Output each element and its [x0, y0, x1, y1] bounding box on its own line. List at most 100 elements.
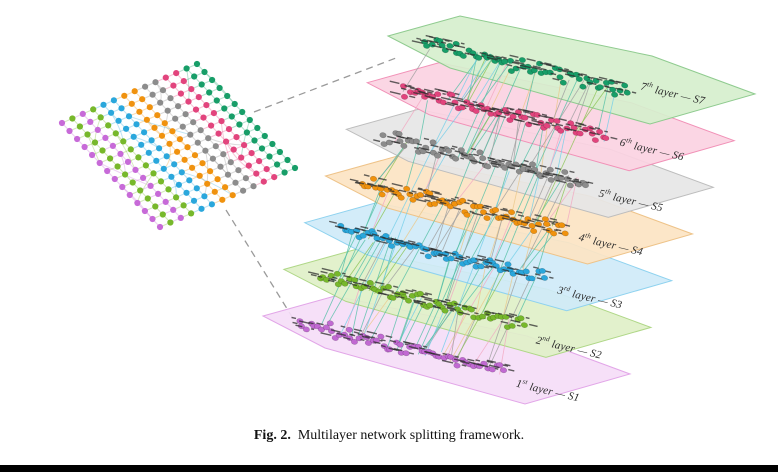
node-id-mark — [413, 301, 424, 305]
node-id-mark — [562, 70, 569, 73]
layer-node — [366, 279, 374, 286]
interlayer-link — [461, 59, 492, 102]
interlayer-link — [444, 214, 479, 308]
interlayer-link — [466, 59, 485, 101]
flat-network-node — [133, 121, 140, 128]
node-id-mark — [506, 107, 515, 111]
flat-network-edge — [128, 115, 191, 136]
interlayer-link — [431, 209, 462, 257]
layer-node — [559, 79, 567, 86]
flat-network-node — [230, 146, 237, 153]
node-id-mark — [430, 352, 441, 357]
node-id-mark — [610, 136, 618, 140]
layer-node — [538, 268, 546, 274]
node-id-mark — [342, 272, 346, 275]
node-id-mark — [393, 348, 403, 352]
node-id-mark — [512, 218, 521, 222]
layer-node — [364, 340, 372, 346]
interlayer-link — [337, 232, 353, 285]
node-id-mark — [446, 307, 457, 311]
layer-node — [341, 280, 349, 287]
flat-network-node — [256, 158, 263, 165]
flat-network-node — [200, 114, 207, 121]
node-id-mark — [327, 279, 335, 283]
flat-network-node — [146, 104, 153, 111]
flat-network-node — [102, 134, 109, 141]
node-id-mark — [498, 159, 505, 163]
node-id-mark — [407, 240, 416, 244]
layer-node — [479, 155, 487, 162]
layer-node — [384, 283, 393, 290]
node-id-mark — [517, 214, 525, 218]
node-id-mark — [473, 153, 479, 157]
node-id-mark — [566, 177, 572, 180]
interlayer-link — [361, 288, 385, 334]
flat-network-node — [162, 198, 169, 205]
layer-node — [579, 83, 587, 90]
interlayer-link — [340, 239, 366, 278]
node-id-mark — [609, 79, 621, 84]
layer-node — [467, 306, 475, 313]
layer-node — [359, 232, 367, 239]
flat-network-node — [223, 138, 230, 145]
node-id-mark — [364, 284, 372, 288]
node-id-mark — [299, 320, 310, 325]
interlayer-link — [445, 260, 459, 302]
node-id-mark — [444, 298, 451, 302]
layer-ordinal-suffix: th — [646, 80, 654, 90]
layer-node — [416, 192, 425, 198]
flat-network-node — [141, 207, 148, 215]
node-id-mark — [542, 172, 554, 177]
interlayer-link — [520, 225, 535, 277]
interlayer-link — [488, 111, 502, 167]
flat-network-node — [191, 152, 199, 159]
node-id-mark — [382, 236, 394, 241]
node-id-mark — [445, 102, 455, 107]
node-id-mark — [419, 252, 425, 255]
flat-network-node — [99, 147, 106, 154]
node-id-mark — [459, 152, 464, 155]
node-id-mark — [363, 174, 370, 177]
node-id-mark — [366, 233, 374, 237]
interlayer-link — [534, 180, 554, 222]
layer-node — [452, 155, 460, 162]
flat-network-node — [142, 162, 149, 169]
node-id-mark — [349, 178, 359, 182]
flat-network-node — [240, 187, 247, 194]
layer-node — [396, 341, 404, 348]
flat-network-node — [167, 219, 174, 226]
node-id-mark — [440, 41, 447, 44]
flat-network-node — [179, 123, 186, 130]
interlayer-link — [350, 282, 364, 339]
node-id-mark — [533, 266, 539, 269]
flat-network-node — [193, 185, 200, 192]
node-id-mark — [442, 38, 453, 42]
layer-node — [333, 270, 341, 277]
node-id-mark — [553, 220, 558, 224]
node-id-mark — [514, 272, 526, 277]
layer-node — [453, 362, 461, 369]
layer-ordinal-suffix: th — [625, 135, 634, 146]
node-id-mark — [534, 273, 541, 276]
node-id-mark — [411, 40, 423, 44]
node-id-mark — [347, 281, 353, 285]
node-id-mark — [454, 257, 464, 261]
layer-node — [566, 182, 574, 189]
layer-ordinal-suffix: st — [521, 377, 529, 387]
interlayer-link — [473, 61, 501, 105]
node-id-mark — [430, 197, 443, 202]
interlayer-link — [467, 264, 497, 314]
node-id-mark — [534, 214, 542, 218]
layer-node — [596, 84, 604, 90]
flat-network-node — [206, 89, 213, 96]
interlayer-link — [399, 305, 424, 352]
node-id-mark — [500, 208, 509, 212]
node-id-mark — [535, 224, 546, 229]
node-id-mark — [540, 67, 547, 71]
flat-network-node — [180, 78, 187, 85]
node-id-mark — [539, 164, 547, 168]
node-id-mark — [442, 352, 447, 356]
node-id-mark — [510, 319, 521, 324]
layer-node — [540, 275, 549, 281]
layer-node — [400, 143, 408, 149]
